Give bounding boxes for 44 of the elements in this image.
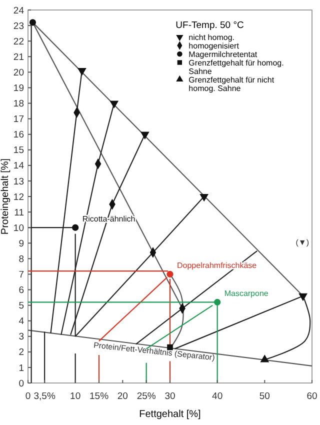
y-tick-label: 5	[18, 300, 24, 312]
y-tick-label: 17	[13, 114, 24, 126]
y-tick-label: 15	[13, 145, 24, 156]
x-tick-label: 20	[117, 391, 128, 402]
y-tick-label: 11	[14, 207, 24, 218]
y-tick-label: 13	[13, 176, 24, 188]
legend-label: nicht homog.	[188, 33, 234, 42]
y-tick-label: 20	[13, 67, 24, 78]
annotation: (▼)	[296, 238, 310, 247]
y-tick-label: 3	[18, 332, 24, 343]
annotation: Mascarpone	[224, 289, 269, 298]
y-tick-label: 7	[18, 270, 24, 281]
y-tick-label: 6	[18, 285, 24, 296]
legend-label: homogenisiert	[188, 42, 240, 50]
legend-label: Grenzfettgehalt für nicht homog. Sahne	[188, 76, 275, 93]
y-tick-label: 21	[13, 52, 24, 63]
y-tick-label: 22	[13, 36, 24, 48]
y-tick-label: 12	[13, 192, 24, 203]
y-tick-label: 2	[18, 347, 24, 358]
y-tick-label: 8	[18, 254, 24, 265]
x-tick-label: 40	[212, 391, 223, 402]
y-tick-label: 23	[13, 20, 24, 32]
y-tick-label: 24	[13, 5, 24, 16]
y-axis-title: Proteingehalt [%]	[0, 158, 11, 235]
y-tick-label: 14	[13, 160, 24, 172]
y-tick-label: 9	[18, 238, 24, 250]
x-tick-label: 50	[259, 391, 270, 402]
y-tick-label: 4	[18, 316, 24, 328]
x-tick-label: 10	[70, 391, 81, 402]
x-tick-label: 30	[164, 391, 176, 402]
x-tick-label: 60	[306, 391, 318, 402]
y-tick-label: 18	[13, 98, 24, 110]
y-tick-label: 19	[13, 83, 24, 94]
x-tick-label: 25%	[136, 391, 156, 402]
legend-label: Magermilchretentat	[188, 50, 258, 59]
y-tick-label: 1	[18, 362, 24, 374]
y-tick-label: 10	[13, 222, 24, 234]
x-tick-label: 3,5%	[34, 391, 56, 402]
legend-label: Grenzfettgehalt für homog. Sahne	[188, 58, 284, 76]
y-tick-label: 16	[13, 130, 24, 141]
y-tick-label: 0	[18, 378, 24, 390]
x-tick-label: 15%	[89, 391, 110, 402]
legend-title: UF-Temp. 50 °C	[176, 20, 244, 31]
x-axis-title: Fettgehalt [%]	[139, 409, 202, 420]
